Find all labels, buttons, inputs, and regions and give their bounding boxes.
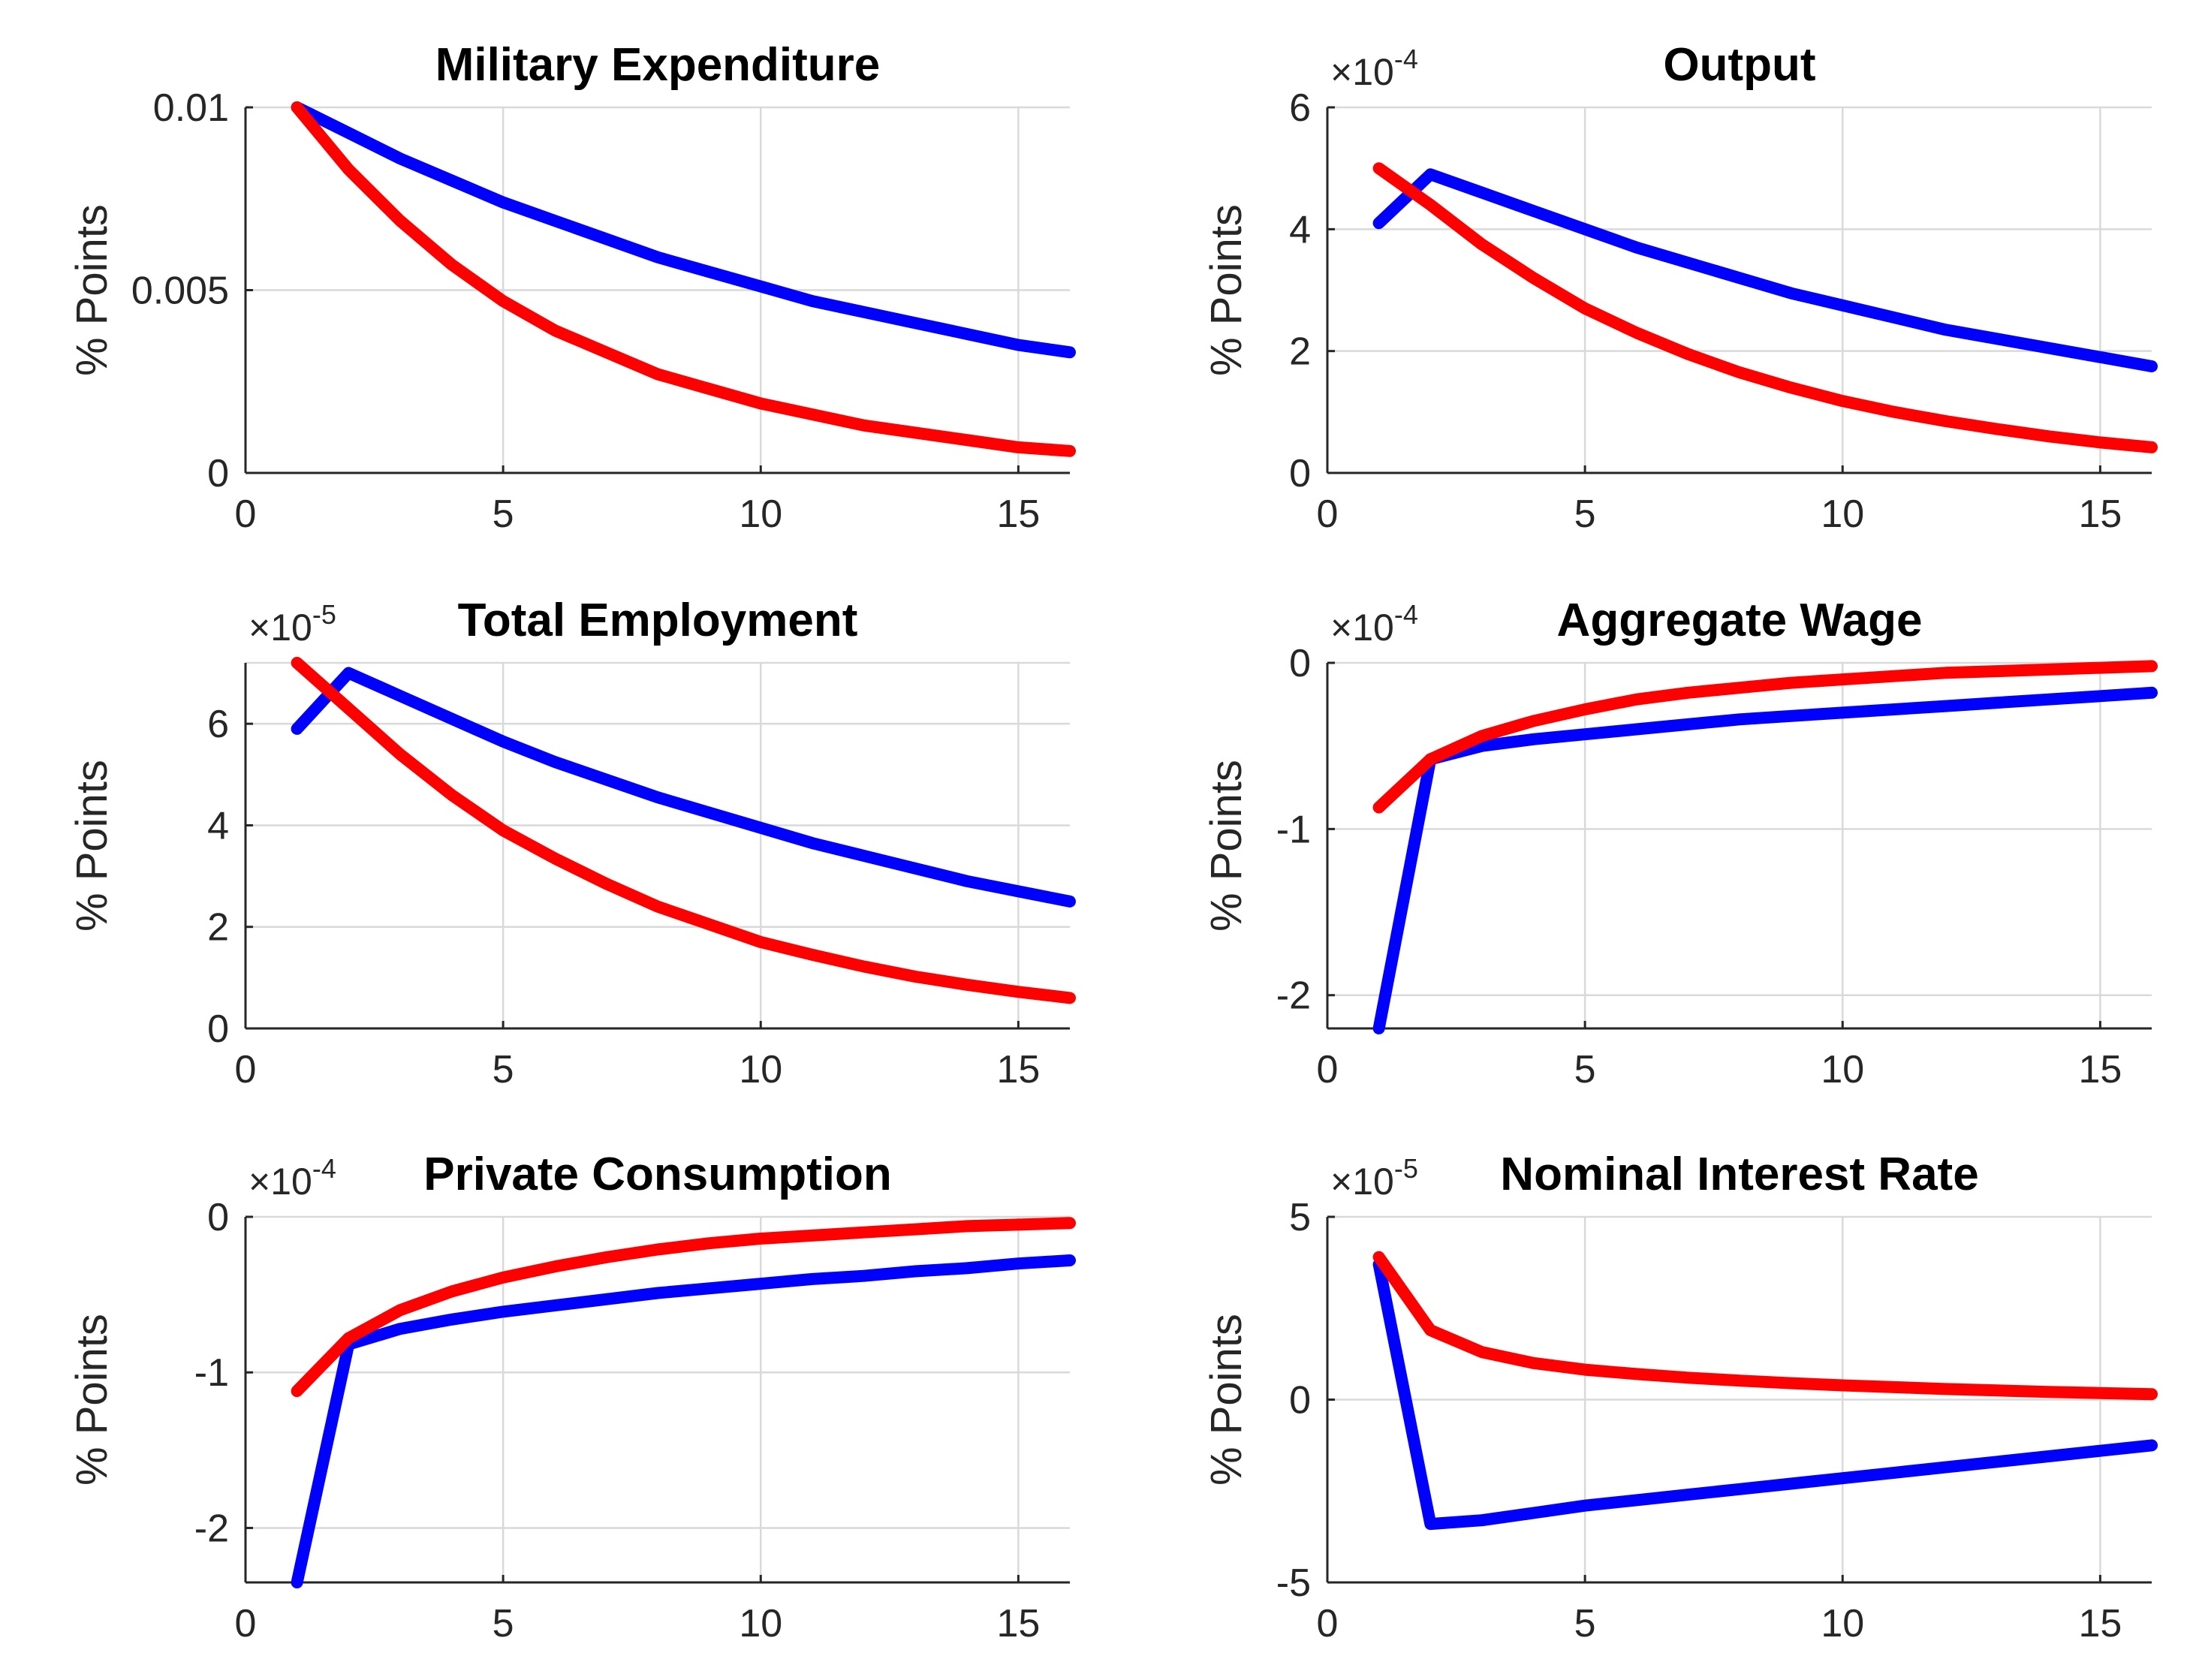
- series-line-red: [291, 101, 1076, 457]
- chart-title: Aggregate Wage: [1557, 595, 1923, 646]
- x-tick-label: 15: [996, 1048, 1040, 1091]
- x-tick-label: 10: [739, 492, 782, 536]
- axis-multiplier: ×10-5: [1330, 1153, 1418, 1203]
- y-tick-label: -2: [1276, 974, 1311, 1018]
- x-tick-label: 10: [739, 1048, 782, 1091]
- y-tick-label: -1: [194, 1351, 229, 1395]
- chart-panel: 0 5 10 15 -2 -1 0 % Points Aggregate Wage ×10-4: [1202, 595, 2158, 1091]
- x-tick-label: 15: [996, 1602, 1040, 1645]
- series-line-blue: [291, 101, 1076, 359]
- series-line-red: [291, 1217, 1076, 1398]
- y-axis-label: % Points: [1202, 204, 1251, 376]
- y-tick-label: 0: [207, 1007, 229, 1051]
- y-tick-label: 0: [1289, 452, 1311, 495]
- chart-title: Total Employment: [458, 595, 858, 646]
- x-tick-label: 5: [1574, 1048, 1596, 1091]
- x-tick-label: 0: [1317, 1048, 1339, 1091]
- y-tick-label: 5: [1289, 1196, 1311, 1239]
- x-tick-label: 5: [493, 492, 514, 536]
- y-tick-label: 0: [207, 1196, 229, 1239]
- series-line-blue: [1372, 686, 2158, 1034]
- x-tick-label: 5: [493, 1602, 514, 1645]
- y-axis-label: % Points: [1202, 760, 1251, 932]
- series-line-blue: [1372, 1258, 2158, 1531]
- x-tick-label: 0: [235, 1602, 257, 1645]
- axis-multiplier: ×10-4: [1330, 599, 1418, 649]
- y-tick-label: 6: [207, 703, 229, 746]
- y-tick-label: 2: [1289, 330, 1311, 374]
- y-tick-label: -5: [1276, 1561, 1311, 1605]
- chart-title: Military Expenditure: [435, 39, 881, 91]
- y-tick-label: 2: [207, 906, 229, 950]
- x-tick-label: 5: [1574, 1602, 1596, 1645]
- y-axis-label: % Points: [68, 204, 116, 376]
- x-tick-label: 0: [1317, 492, 1339, 536]
- x-tick-label: 15: [2078, 492, 2122, 536]
- y-axis-label: % Points: [68, 760, 116, 932]
- x-tick-label: 5: [493, 1048, 514, 1091]
- x-tick-label: 15: [2078, 1602, 2122, 1645]
- chart-title: Nominal Interest Rate: [1500, 1149, 1978, 1200]
- x-tick-label: 15: [2078, 1048, 2122, 1091]
- axis-multiplier: ×10-5: [249, 599, 336, 649]
- series-line-blue: [291, 1254, 1076, 1588]
- x-tick-label: 10: [1821, 1048, 1864, 1091]
- y-tick-label: 6: [1289, 86, 1311, 130]
- series-line-red: [1372, 1251, 2158, 1401]
- series-line-blue: [1372, 168, 2158, 372]
- x-tick-label: 0: [235, 492, 257, 536]
- y-tick-label: 4: [207, 804, 229, 848]
- x-tick-label: 0: [235, 1048, 257, 1091]
- chart-panel: 0 5 10 15 0 2 4 6 % Points Total Employment ×10-5: [68, 595, 1076, 1091]
- y-axis-label: % Points: [1202, 1314, 1251, 1486]
- chart-panel: 0 5 10 15 0 0.005 0.01 % Points Military Expendi…: [68, 39, 1076, 536]
- chart-title: Private Consumption: [423, 1149, 892, 1200]
- y-axis-label: % Points: [68, 1314, 116, 1486]
- series-line-red: [291, 657, 1076, 1004]
- chart-panel: 0 5 10 15 0 2 4 6 % Points Output ×10-4: [1202, 39, 2158, 536]
- y-tick-label: 0.01: [153, 86, 229, 130]
- series-line-red: [1372, 660, 2158, 814]
- y-tick-label: -2: [194, 1507, 229, 1550]
- x-tick-label: 10: [739, 1602, 782, 1645]
- x-tick-label: 10: [1821, 492, 1864, 536]
- y-tick-label: 0: [1289, 642, 1311, 685]
- y-tick-label: -1: [1276, 808, 1311, 851]
- y-tick-label: 4: [1289, 208, 1311, 251]
- x-tick-label: 0: [1317, 1602, 1339, 1645]
- axis-multiplier: ×10-4: [1330, 44, 1418, 93]
- series-line-red: [1372, 162, 2158, 453]
- axis-multiplier: ×10-4: [249, 1153, 336, 1203]
- x-tick-label: 15: [996, 492, 1040, 536]
- chart-panel: 0 5 10 15 -2 -1 0 % Points Private Consumption ×1…: [68, 1149, 1076, 1645]
- x-tick-label: 10: [1821, 1602, 1864, 1645]
- chart-title: Output: [1663, 39, 1815, 91]
- series-line-blue: [291, 667, 1076, 908]
- y-tick-label: 0.005: [131, 269, 229, 313]
- y-tick-label: 0: [1289, 1379, 1311, 1423]
- x-tick-label: 5: [1574, 492, 1596, 536]
- y-tick-label: 0: [207, 452, 229, 495]
